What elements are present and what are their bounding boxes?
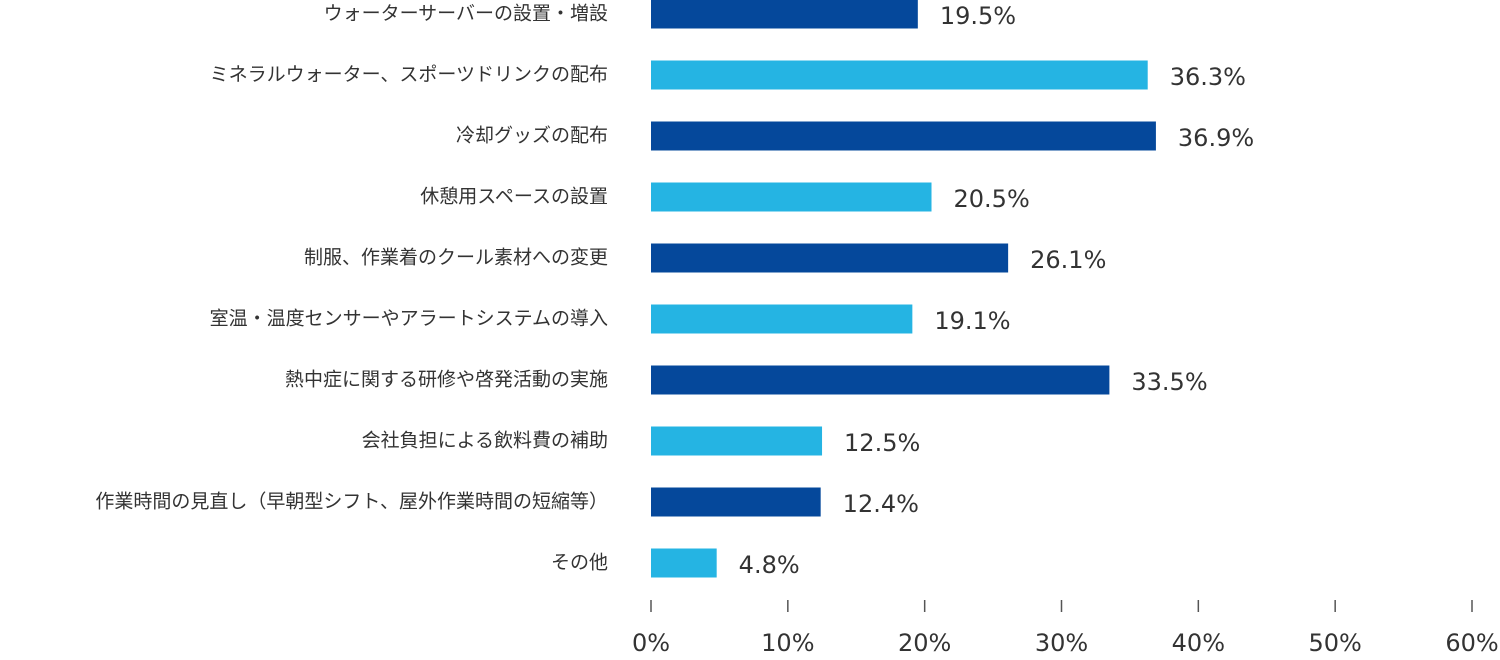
bar <box>651 60 1148 90</box>
category-label: ウォーターサーバーの設置・増設 <box>324 3 608 25</box>
category-label: 制服、作業着のクール素材への変更 <box>304 247 608 269</box>
bar <box>651 304 913 334</box>
category-label: 冷却グッズの配布 <box>456 125 608 147</box>
value-label: 4.8% <box>739 551 800 579</box>
x-tick-label: 40% <box>1172 629 1225 657</box>
bar <box>651 548 717 578</box>
category-label: ミネラルウォーター、スポーツドリンクの配布 <box>210 64 608 86</box>
bar <box>651 243 1009 273</box>
x-tick-label: 60% <box>1445 629 1498 657</box>
category-label: 熱中症に関する研修や啓発活動の実施 <box>285 369 608 391</box>
value-label: 33.5% <box>1131 368 1207 396</box>
bar <box>651 426 823 456</box>
x-tick-label: 0% <box>632 629 670 657</box>
bar <box>651 121 1156 151</box>
value-label: 12.5% <box>844 429 920 457</box>
x-tick-label: 20% <box>898 629 951 657</box>
x-tick-label: 50% <box>1308 629 1361 657</box>
value-label: 19.1% <box>934 307 1010 335</box>
value-label: 36.3% <box>1170 63 1246 91</box>
category-label: その他 <box>551 552 608 574</box>
bar <box>651 182 932 212</box>
value-label: 36.9% <box>1178 124 1254 152</box>
category-label: 室温・温度センサーやアラートシステムの導入 <box>210 308 608 330</box>
value-label: 12.4% <box>843 490 919 518</box>
category-label: 作業時間の見直し（早朝型シフト、屋外作業時間の短縮等） <box>95 491 608 513</box>
bar <box>651 365 1110 395</box>
value-label: 19.5% <box>940 2 1016 30</box>
bar <box>651 487 821 517</box>
value-label: 20.5% <box>954 185 1030 213</box>
x-tick-label: 10% <box>761 629 814 657</box>
category-label: 休憩用スペースの設置 <box>420 186 608 208</box>
bar <box>651 0 918 29</box>
category-label: 会社負担による飲料費の補助 <box>362 430 608 452</box>
x-tick-label: 30% <box>1035 629 1088 657</box>
value-label: 26.1% <box>1030 246 1106 274</box>
